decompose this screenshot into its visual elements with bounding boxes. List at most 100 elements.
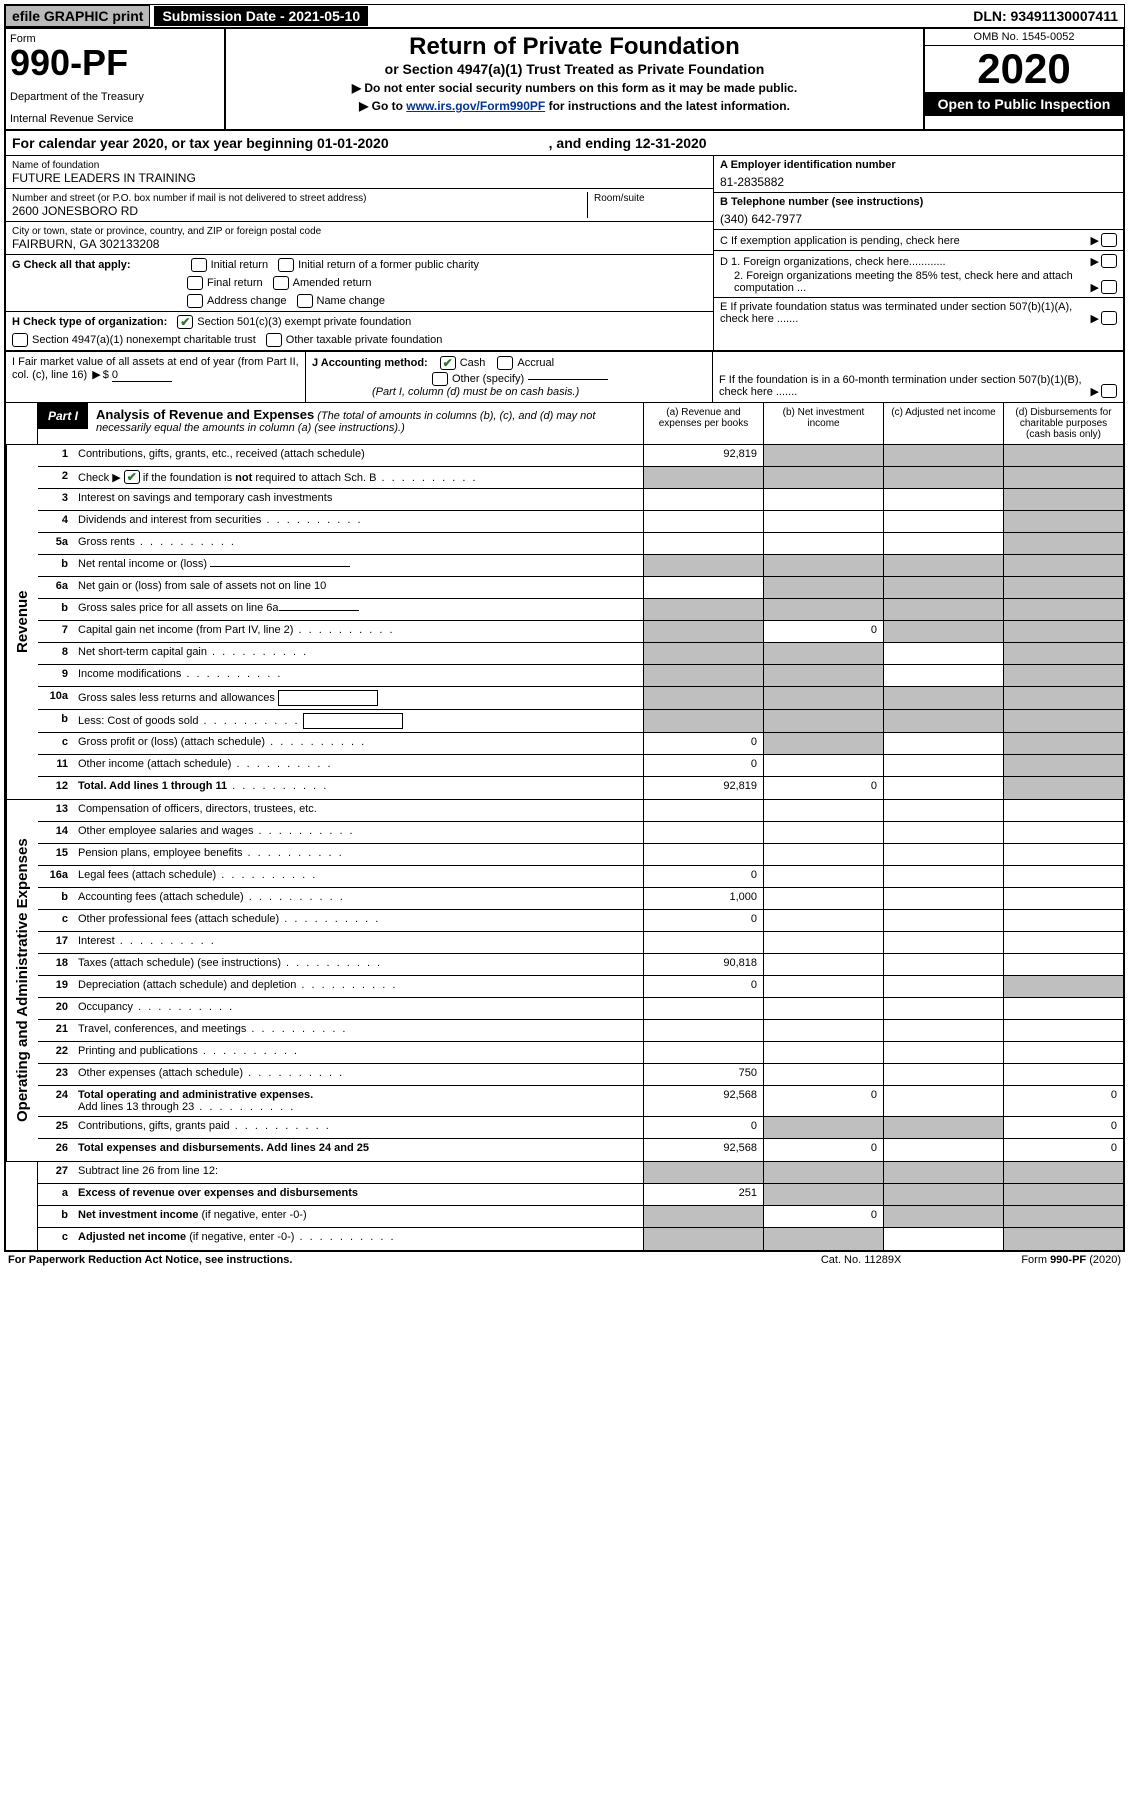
- l24-d: 0: [1003, 1086, 1123, 1116]
- submission-date: Submission Date - 2021-05-10: [154, 6, 368, 26]
- info-grid: Name of foundation FUTURE LEADERS IN TRA…: [4, 155, 1125, 352]
- line27-table: 27Subtract line 26 from line 12: aExcess…: [4, 1162, 1125, 1252]
- omb-number: OMB No. 1545-0052: [925, 29, 1123, 46]
- h-4947[interactable]: Section 4947(a)(1) nonexempt charitable …: [12, 333, 256, 347]
- expenses-table: Operating and Administrative Expenses 13…: [4, 800, 1125, 1162]
- form-subtitle: or Section 4947(a)(1) Trust Treated as P…: [234, 61, 915, 77]
- arrow-icon: [1089, 281, 1101, 294]
- line-2: 2Check ▶ if the foundation is not requir…: [38, 467, 1123, 489]
- l24-a: 92,568: [643, 1086, 763, 1116]
- dln-value: DLN: 93491130007411: [967, 6, 1124, 26]
- expense-rows: 13Compensation of officers, directors, t…: [38, 800, 1123, 1161]
- g-name-change[interactable]: Name change: [297, 294, 386, 308]
- l27b-b: 0: [763, 1206, 883, 1227]
- part1-title: Analysis of Revenue and Expenses (The to…: [88, 403, 643, 444]
- d1-checkbox[interactable]: [1101, 254, 1117, 268]
- footer-right: Form 990-PF (2020): [1021, 1254, 1121, 1266]
- revenue-side-label: Revenue: [6, 445, 38, 799]
- efile-print-button[interactable]: efile GRAPHIC print: [5, 5, 150, 27]
- arrow-icon: [1089, 255, 1101, 268]
- ein-value: 81-2835882: [720, 175, 1117, 189]
- j-cash[interactable]: Cash: [440, 356, 486, 370]
- l26-b: 0: [763, 1139, 883, 1161]
- part1-header: Part I Analysis of Revenue and Expenses …: [4, 403, 1125, 445]
- h-check-cell: H Check type of organization: Section 50…: [6, 312, 713, 350]
- g-final-return[interactable]: Final return: [187, 276, 263, 290]
- open-public-badge: Open to Public Inspection: [925, 92, 1123, 116]
- line-10b: bLess: Cost of goods sold: [38, 710, 1123, 733]
- l16b-a: 1,000: [643, 888, 763, 909]
- e-cell: E If private foundation status was termi…: [714, 298, 1123, 328]
- line-9: 9Income modifications: [38, 665, 1123, 687]
- f-checkbox[interactable]: [1101, 384, 1117, 398]
- h-label: H Check type of organization:: [12, 316, 167, 328]
- arrow-icon: [1089, 312, 1101, 325]
- line-20: 20Occupancy: [38, 998, 1123, 1020]
- c-checkbox[interactable]: [1101, 233, 1117, 247]
- l10c-a: 0: [643, 733, 763, 754]
- l26-a: 92,568: [643, 1139, 763, 1161]
- phone-cell: B Telephone number (see instructions) (3…: [714, 193, 1123, 230]
- l2-checkbox[interactable]: [124, 470, 140, 484]
- j-other[interactable]: Other (specify): [432, 372, 706, 386]
- g-initial-return[interactable]: Initial return: [191, 258, 268, 272]
- d2-checkbox[interactable]: [1101, 280, 1117, 294]
- col-c-hdr: (c) Adjusted net income: [883, 403, 1003, 444]
- g-check-cell: G Check all that apply: Initial return I…: [6, 255, 713, 312]
- foundation-name: FUTURE LEADERS IN TRAINING: [12, 171, 707, 185]
- form-title: Return of Private Foundation: [234, 33, 915, 61]
- j-accrual[interactable]: Accrual: [497, 356, 554, 370]
- line-27: 27Subtract line 26 from line 12:: [38, 1162, 1123, 1184]
- l16a-a: 0: [643, 866, 763, 887]
- dept-treasury: Department of the Treasury: [10, 91, 220, 103]
- j-label: J Accounting method:: [312, 357, 428, 369]
- line-24: 24Total operating and administrative exp…: [38, 1086, 1123, 1117]
- i-value: 0: [112, 369, 172, 382]
- line-19: 19Depreciation (attach schedule) and dep…: [38, 976, 1123, 998]
- l27a-a: 251: [643, 1184, 763, 1205]
- h-other-tax[interactable]: Other taxable private foundation: [266, 333, 443, 347]
- info-right-col: A Employer identification number 81-2835…: [713, 156, 1123, 350]
- line-5a: 5aGross rents: [38, 533, 1123, 555]
- address-cell: Number and street (or P.O. box number if…: [6, 189, 713, 222]
- addr-label: Number and street (or P.O. box number if…: [12, 193, 366, 204]
- line-27c: cAdjusted net income (if negative, enter…: [38, 1228, 1123, 1250]
- line27-rows: 27Subtract line 26 from line 12: aExcess…: [38, 1162, 1123, 1250]
- tax-year: 2020: [925, 46, 1123, 92]
- l26-d: 0: [1003, 1139, 1123, 1161]
- l25-d: 0: [1003, 1117, 1123, 1138]
- form-link[interactable]: www.irs.gov/Form990PF: [406, 99, 545, 113]
- f-cell: F If the foundation is in a 60-month ter…: [713, 352, 1123, 402]
- line-16a: 16aLegal fees (attach schedule)0: [38, 866, 1123, 888]
- part1-tag: Part I: [38, 403, 88, 429]
- col-d-hdr: (d) Disbursements for charitable purpose…: [1003, 403, 1123, 444]
- e-checkbox[interactable]: [1101, 311, 1117, 325]
- g-amended[interactable]: Amended return: [273, 276, 372, 290]
- name-label: Name of foundation: [12, 160, 99, 171]
- line-10c: cGross profit or (loss) (attach schedule…: [38, 733, 1123, 755]
- e-label: E If private foundation status was termi…: [720, 301, 1089, 325]
- g-initial-former[interactable]: Initial return of a former public charit…: [278, 258, 479, 272]
- side-spacer: [6, 1162, 38, 1250]
- top-bar: efile GRAPHIC print Submission Date - 20…: [4, 4, 1125, 28]
- form-number: 990-PF: [10, 45, 220, 81]
- arrow-icon: [1089, 385, 1101, 398]
- line-18: 18Taxes (attach schedule) (see instructi…: [38, 954, 1123, 976]
- line-14: 14Other employee salaries and wages: [38, 822, 1123, 844]
- d1-label: D 1. Foreign organizations, check here..…: [720, 256, 1089, 268]
- j-note: (Part I, column (d) must be on cash basi…: [372, 386, 706, 398]
- addr-value: 2600 JONESBORO RD: [12, 204, 587, 218]
- line-25: 25Contributions, gifts, grants paid00: [38, 1117, 1123, 1139]
- line-22: 22Printing and publications: [38, 1042, 1123, 1064]
- line-6a: 6aNet gain or (loss) from sale of assets…: [38, 577, 1123, 599]
- revenue-rows: 1Contributions, gifts, grants, etc., rec…: [38, 445, 1123, 799]
- h-501c3[interactable]: Section 501(c)(3) exempt private foundat…: [177, 315, 411, 329]
- line-5b: bNet rental income or (loss): [38, 555, 1123, 577]
- g-address-change[interactable]: Address change: [187, 294, 287, 308]
- line-12: 12Total. Add lines 1 through 1192,8190: [38, 777, 1123, 799]
- calendar-year-row: For calendar year 2020, or tax year begi…: [4, 131, 1125, 155]
- instr-2: ▶ Go to www.irs.gov/Form990PF for instru…: [234, 99, 915, 113]
- line-17: 17Interest: [38, 932, 1123, 954]
- footer-cat: Cat. No. 11289X: [821, 1254, 902, 1266]
- line-10a: 10aGross sales less returns and allowanc…: [38, 687, 1123, 710]
